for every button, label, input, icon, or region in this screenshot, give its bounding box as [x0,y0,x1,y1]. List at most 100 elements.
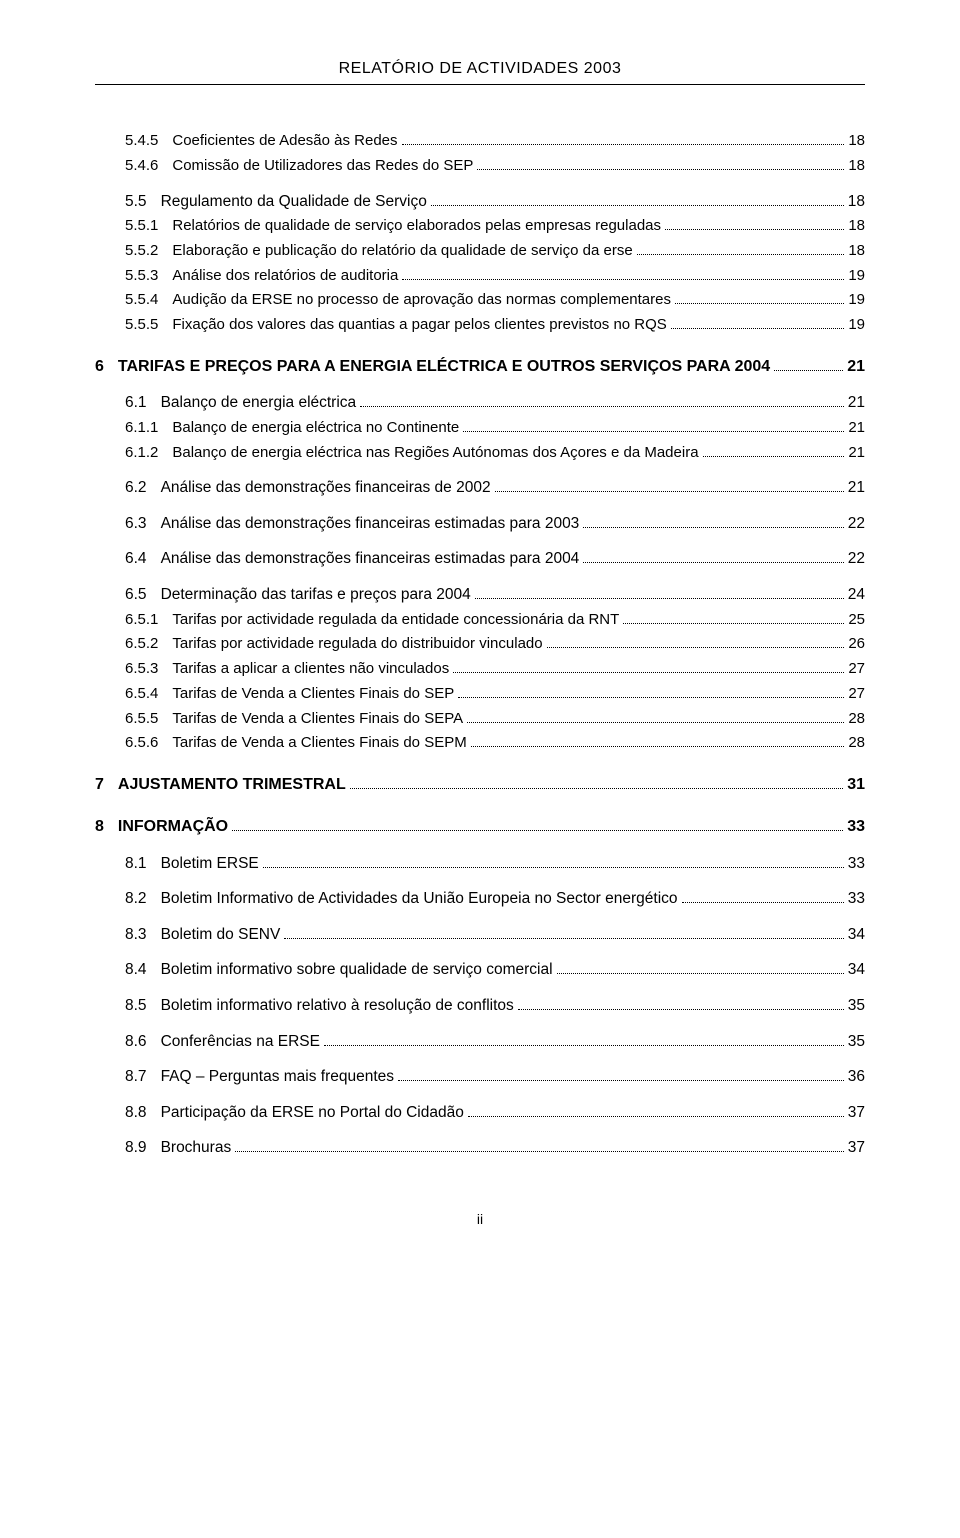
toc-entry-label: Boletim informativo sobre qualidade de s… [147,957,553,983]
toc-leader-dots [402,130,845,145]
toc-entry-number: 8.2 [95,886,147,912]
toc-entry-number: 8.3 [95,922,147,948]
toc-entry: 6.1.2Balanço de energia eléctrica nas Re… [95,441,865,466]
toc-entry-page: 21 [848,475,865,501]
table-of-contents: 5.4.5Coeficientes de Adesão às Redes185.… [95,129,865,1161]
toc-leader-dots [675,289,844,304]
toc-entry-page: 18 [848,214,865,239]
toc-entry-number: 6.5.6 [95,731,158,756]
toc-entry: 5.4.5Coeficientes de Adesão às Redes18 [95,129,865,154]
toc-entry-number: 6.4 [95,546,147,572]
toc-entry-page: 35 [848,1029,865,1055]
toc-leader-dots [495,477,844,493]
toc-entry: 8.8Participação da ERSE no Portal do Cid… [95,1100,865,1126]
toc-entry-page: 21 [848,416,865,441]
toc-entry: 6TARIFAS E PREÇOS PARA A ENERGIA ELÉCTRI… [95,354,865,380]
toc-leader-dots [431,190,844,206]
toc-entry-page: 18 [848,129,865,154]
toc-entry: 5.5.2Elaboração e publicação do relatóri… [95,239,865,264]
toc-entry: 6.2Análise das demonstrações financeiras… [95,475,865,501]
toc-leader-dots [518,995,844,1011]
toc-leader-dots [402,265,844,280]
toc-leader-dots [671,314,845,329]
toc-entry-number: 6.5 [95,582,147,608]
toc-leader-dots [263,852,844,868]
toc-entry-label: Tarifas por actividade regulada do distr… [158,632,542,657]
toc-entry-number: 6.1.1 [95,416,158,441]
toc-entry-page: 21 [847,354,865,380]
toc-entry-page: 33 [848,851,865,877]
toc-entry-label: Tarifas de Venda a Clientes Finais do SE… [158,707,463,732]
toc-entry: 5.5.5Fixação dos valores das quantias a … [95,313,865,338]
toc-entry-label: AJUSTAMENTO TRIMESTRAL [104,772,346,798]
toc-entry: 5.5Regulamento da Qualidade de Serviço 18 [95,189,865,215]
toc-entry-number: 8.4 [95,957,147,983]
toc-entry-number: 8.5 [95,993,147,1019]
toc-entry-label: FAQ – Perguntas mais frequentes [147,1064,394,1090]
toc-entry-page: 18 [848,154,865,179]
toc-leader-dots [463,417,844,432]
toc-leader-dots [458,683,844,698]
toc-entry: 6.5.1Tarifas por actividade regulada da … [95,608,865,633]
page-number: ii [95,1211,865,1227]
toc-entry-number: 8 [95,814,104,840]
toc-entry-number: 6.5.1 [95,608,158,633]
toc-leader-dots [623,609,844,624]
toc-entry-page: 33 [847,814,865,840]
toc-leader-dots [557,959,844,975]
toc-entry-number: 6.1.2 [95,441,158,466]
toc-entry: 8.7FAQ – Perguntas mais frequentes36 [95,1064,865,1090]
toc-entry-page: 31 [847,772,865,798]
toc-entry-number: 8.6 [95,1029,147,1055]
toc-entry-label: Balanço de energia eléctrica nas Regiões… [158,441,698,466]
toc-entry-label: Participação da ERSE no Portal do Cidadã… [147,1100,464,1126]
toc-entry-number: 5.5 [95,189,147,215]
toc-entry: 8.4Boletim informativo sobre qualidade d… [95,957,865,983]
toc-entry: 6.5.2Tarifas por actividade regulada do … [95,632,865,657]
toc-entry-number: 6.1 [95,390,147,416]
toc-entry: 8.6Conferências na ERSE 35 [95,1029,865,1055]
toc-leader-dots [665,215,844,230]
toc-entry-number: 6.2 [95,475,147,501]
toc-entry-label: Balanço de energia eléctrica no Continen… [158,416,459,441]
toc-entry: 8.1Boletim ERSE33 [95,851,865,877]
toc-entry-label: TARIFAS E PREÇOS PARA A ENERGIA ELÉCTRIC… [104,354,770,380]
toc-entry-page: 18 [848,189,865,215]
toc-leader-dots [477,155,844,170]
toc-entry-page: 27 [848,657,865,682]
toc-entry-number: 5.5.1 [95,214,158,239]
toc-entry-label: Análise das demonstrações financeiras es… [147,511,580,537]
toc-entry-label: Tarifas a aplicar a clientes não vincula… [158,657,449,682]
toc-entry-page: 22 [848,511,865,537]
toc-entry: 6.4Análise das demonstrações financeiras… [95,546,865,572]
toc-entry-label: Audição da ERSE no processo de aprovação… [158,288,671,313]
toc-leader-dots [284,923,843,939]
toc-entry-number: 6.5.5 [95,707,158,732]
toc-entry-number: 5.5.3 [95,264,158,289]
toc-leader-dots [583,512,843,528]
toc-entry-page: 34 [848,957,865,983]
toc-entry-label: Análise das demonstrações financeiras de… [147,475,491,501]
toc-entry: 6.5.3Tarifas a aplicar a clientes não vi… [95,657,865,682]
toc-entry-page: 19 [848,264,865,289]
toc-entry-page: 18 [848,239,865,264]
toc-entry-label: Boletim ERSE [147,851,259,877]
toc-entry-number: 5.4.5 [95,129,158,154]
toc-entry-page: 35 [848,993,865,1019]
toc-entry: 8.9Brochuras37 [95,1135,865,1161]
toc-entry-label: Análise das demonstrações financeiras es… [147,546,580,572]
toc-leader-dots [703,442,845,457]
toc-entry-label: Conferências na ERSE [147,1029,320,1055]
toc-entry-page: 24 [848,582,865,608]
toc-entry-page: 22 [848,546,865,572]
toc-entry-number: 5.5.2 [95,239,158,264]
toc-entry-number: 6 [95,354,104,380]
toc-entry-number: 6.5.4 [95,682,158,707]
toc-entry: 5.5.4Audição da ERSE no processo de apro… [95,288,865,313]
toc-entry-number: 5.5.4 [95,288,158,313]
toc-entry-label: Regulamento da Qualidade de Serviço [147,189,427,215]
toc-entry: 6.3Análise das demonstrações financeiras… [95,511,865,537]
toc-entry-page: 21 [848,441,865,466]
toc-leader-dots [468,1101,844,1117]
toc-entry-page: 25 [848,608,865,633]
